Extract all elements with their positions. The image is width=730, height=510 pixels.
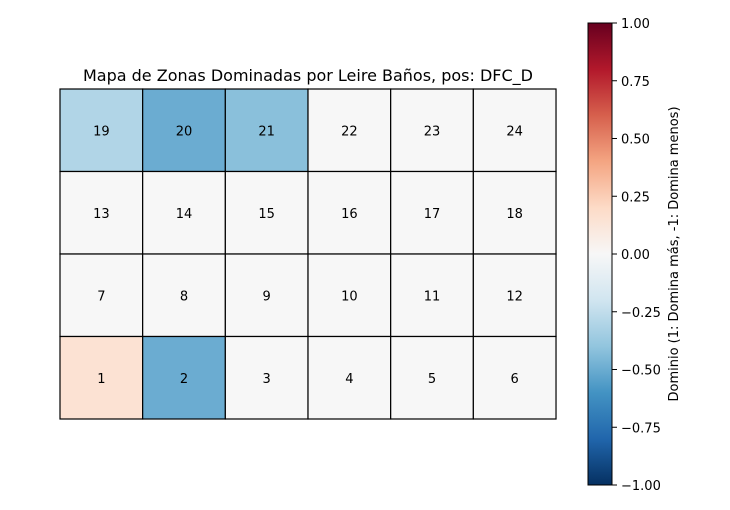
zone-label-5: 5: [428, 372, 436, 387]
colorbar-tick-label: 0.00: [621, 248, 650, 263]
colorbar-tick-label: −0.75: [621, 421, 661, 436]
zone-label-7: 7: [97, 289, 105, 304]
zone-label-20: 20: [176, 124, 193, 139]
zone-label-13: 13: [93, 207, 110, 222]
zone-cell-19: [59, 88, 144, 173]
zone-cell-14: [142, 170, 226, 255]
zone-label-16: 16: [341, 207, 358, 222]
zone-cell-24: [472, 88, 557, 173]
zone-cell-6: [472, 335, 557, 420]
zone-cell-2: [142, 335, 226, 420]
zone-cell-8: [142, 253, 226, 338]
zone-label-8: 8: [180, 289, 188, 304]
zone-label-14: 14: [176, 207, 193, 222]
zone-label-17: 17: [424, 207, 441, 222]
zone-cell-3: [224, 335, 309, 420]
zone-cell-10: [307, 253, 392, 338]
chart-title: Mapa de Zonas Dominadas por Leire Baños,…: [83, 66, 533, 86]
colorbar-tick-label: 0.50: [621, 133, 650, 148]
zone-label-3: 3: [263, 372, 271, 387]
zone-label-22: 22: [341, 124, 358, 139]
zone-cell-20: [142, 88, 226, 173]
zone-cell-11: [390, 253, 474, 338]
zone-label-23: 23: [424, 124, 441, 139]
zone-cell-1: [59, 335, 144, 420]
zone-cell-18: [472, 170, 557, 255]
zone-label-21: 21: [258, 124, 275, 139]
zone-label-19: 19: [93, 124, 110, 139]
zone-cell-4: [307, 335, 392, 420]
zone-cell-21: [224, 88, 309, 173]
zone-label-11: 11: [424, 289, 441, 304]
zone-label-4: 4: [345, 372, 353, 387]
colorbar: 1.00 0.75 0.50 0.25 0.00 −0.25 −0.50 −0.75 −1.00…: [587, 17, 682, 494]
colorbar-label: Dominio (1: Domina más, -1: Domina menos…: [667, 106, 682, 401]
zone-cell-22: [307, 88, 392, 173]
colorbar-tick-label: −1.00: [621, 479, 661, 494]
zone-label-9: 9: [263, 289, 271, 304]
zone-label-18: 18: [506, 207, 523, 222]
zone-label-6: 6: [511, 372, 519, 387]
zone-label-2: 2: [180, 372, 188, 387]
zone-label-10: 10: [341, 289, 358, 304]
zone-label-15: 15: [258, 207, 275, 222]
colorbar-tick-label: −0.25: [621, 306, 661, 321]
zone-label-12: 12: [506, 289, 523, 304]
zone-label-1: 1: [97, 372, 105, 387]
colorbar-tick-label: 0.75: [621, 75, 650, 90]
zone-cell-16: [307, 170, 392, 255]
zone-cell-5: [390, 335, 474, 420]
zone-cell-12: [472, 253, 557, 338]
colorbar-tick-label: 1.00: [621, 17, 650, 32]
zone-label-24: 24: [506, 124, 523, 139]
colorbar-gradient: [587, 22, 613, 486]
colorbar-tick-label: −0.50: [621, 364, 661, 379]
colorbar-tick-label: 0.25: [621, 190, 650, 205]
